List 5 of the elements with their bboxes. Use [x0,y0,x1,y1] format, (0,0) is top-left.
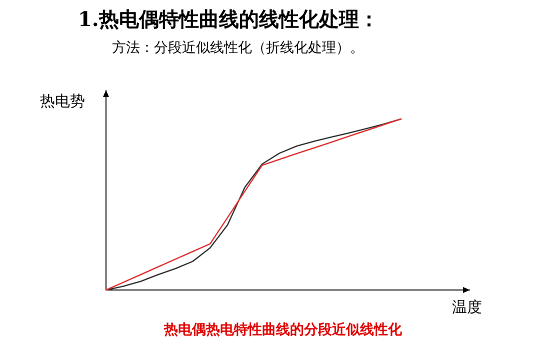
chart-title: 1.热电偶特性曲线的线性化处理： [78,7,379,31]
y-axis-title: 热电势 [40,92,85,110]
x-axis-title: 温度 [452,298,482,316]
chart-subtitle: 方法：分段近似线性化（折线化处理）。 [112,40,364,56]
text: 热电偶热电特性曲线的分段近似线性化 [163,321,403,338]
